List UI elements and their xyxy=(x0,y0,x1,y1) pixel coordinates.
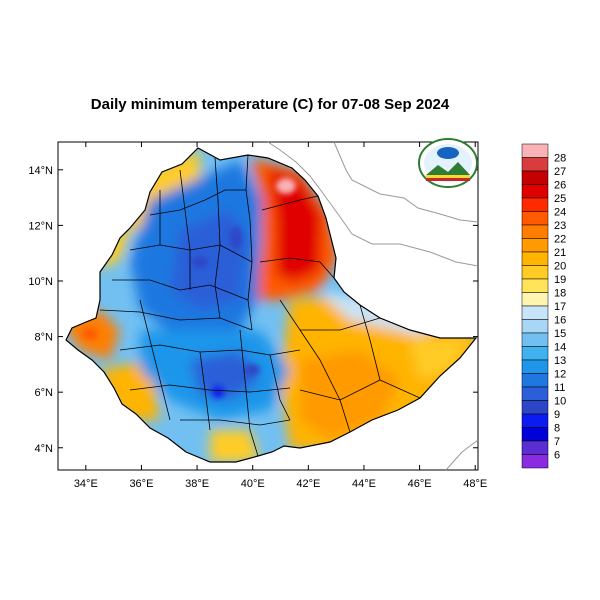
x-tick-label: 44°E xyxy=(352,478,376,490)
colorbar-label: 19 xyxy=(554,274,566,286)
colorbar-swatch xyxy=(521,278,549,293)
x-tick-label: 48°E xyxy=(463,478,487,490)
colorbar-label: 24 xyxy=(554,207,566,219)
colorbar-label: 22 xyxy=(554,234,566,246)
colorbar-label: 15 xyxy=(554,328,566,340)
colorbar-swatch xyxy=(521,238,549,253)
x-tick-label: 36°E xyxy=(129,478,153,490)
colorbar-swatch xyxy=(521,170,549,185)
colorbar-label: 20 xyxy=(554,261,566,273)
x-tick-label: 46°E xyxy=(408,478,432,490)
colorbar-swatch xyxy=(521,157,549,172)
colorbar-label: 25 xyxy=(554,193,566,205)
colorbar-swatch xyxy=(521,319,549,334)
colorbar-swatch xyxy=(521,373,549,388)
colorbar-label: 13 xyxy=(554,355,566,367)
y-tick-label: 12°N xyxy=(28,220,53,232)
colorbar-swatch xyxy=(521,359,549,374)
colorbar-label: 21 xyxy=(554,247,566,259)
chart-title: Daily minimum temperature (C) for 07-08 … xyxy=(90,96,450,113)
colorbar-swatch xyxy=(521,454,549,469)
colorbar-label: 18 xyxy=(554,288,566,300)
colorbar-swatch xyxy=(521,197,549,212)
colorbar-label: 17 xyxy=(554,301,566,313)
y-axis: 14°N 12°N 10°N 8°N 6°N 4°N xyxy=(28,165,478,455)
colorbar-swatch xyxy=(521,224,549,239)
colorbar-label: 10 xyxy=(554,396,566,408)
colorbar-swatch xyxy=(521,143,549,158)
y-tick-label: 14°N xyxy=(28,165,53,177)
colorbar-swatch xyxy=(521,305,549,320)
zone-boundaries xyxy=(99,154,421,457)
colorbar-swatch xyxy=(521,427,549,442)
colorbar-label: 23 xyxy=(554,220,566,232)
colorbar-label: 16 xyxy=(554,315,566,327)
colorbar-label: 8 xyxy=(554,423,560,435)
ethiopian-meteorology-institute-logo xyxy=(418,138,478,188)
colorbar-label: 27 xyxy=(554,166,566,178)
colorbar-label: 26 xyxy=(554,180,566,192)
colorbar-label: 12 xyxy=(554,369,566,381)
x-tick-label: 40°E xyxy=(241,478,265,490)
colorbar-swatch xyxy=(521,184,549,199)
y-tick-label: 8°N xyxy=(35,332,54,344)
colorbar-label: 14 xyxy=(554,342,566,354)
colorbar-label: 28 xyxy=(554,153,566,165)
colorbar-swatch xyxy=(521,265,549,280)
y-tick-label: 10°N xyxy=(28,276,53,288)
x-tick-label: 34°E xyxy=(74,478,98,490)
colorbar-label: 7 xyxy=(554,436,560,448)
colorbar-swatch xyxy=(521,251,549,266)
colorbar-label: 6 xyxy=(554,450,560,462)
x-axis: 34°E 36°E 38°E 40°E 42°E 44°E 46°E 48°E xyxy=(74,142,487,490)
colorbar-swatch xyxy=(521,346,549,361)
colorbar-swatch xyxy=(521,386,549,401)
colorbar-swatch xyxy=(521,400,549,415)
colorbar-swatch xyxy=(521,292,549,307)
x-tick-label: 38°E xyxy=(185,478,209,490)
country-border xyxy=(65,147,478,463)
colorbar-label: 9 xyxy=(554,409,560,421)
colorbar-swatch xyxy=(521,440,549,455)
y-tick-label: 4°N xyxy=(35,443,54,455)
colorbar-label: 11 xyxy=(554,382,565,394)
colorbar-swatch xyxy=(521,211,549,226)
colorbar-swatch xyxy=(521,332,549,347)
x-tick-label: 42°E xyxy=(296,478,320,490)
neighbour-borders xyxy=(267,141,479,471)
colorbar-swatch xyxy=(521,413,549,428)
y-tick-label: 6°N xyxy=(35,387,54,399)
